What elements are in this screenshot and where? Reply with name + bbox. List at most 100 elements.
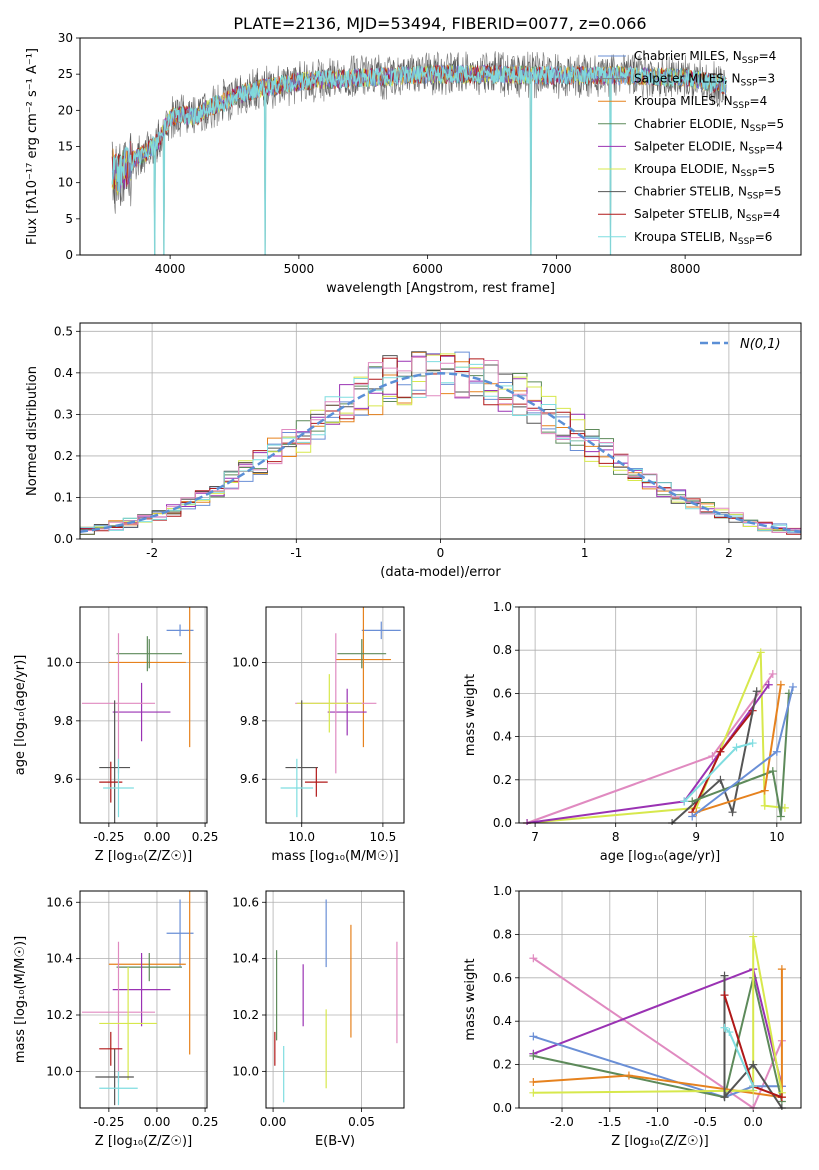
- y-tick-label: 10.0: [232, 655, 259, 669]
- x-tick-label: -2.0: [550, 1115, 573, 1129]
- x-tick-label: 7000: [541, 262, 572, 276]
- y-tick-label: 0.2: [493, 773, 512, 787]
- y-axis-label: mass weight: [463, 958, 478, 1040]
- x-tick-label: 0: [437, 546, 445, 560]
- x-tick-label: 0.25: [192, 1115, 219, 1129]
- histogram-step: [80, 356, 801, 538]
- data-point: [99, 1031, 123, 1066]
- z_age-axes: -0.25 0.00 0.25 9.6 9.8 10.0 Z [log₁₀(Z/Z☉)] ag…: [13, 607, 218, 864]
- z_weight-frame: [518, 890, 802, 1109]
- y-tick-label: 10.2: [46, 1008, 73, 1022]
- x-axis-label: Z [log₁₀(Z/Z☉)]: [611, 1134, 708, 1149]
- weight-marker: [688, 812, 697, 821]
- weight-marker: [716, 775, 725, 784]
- y-axis-label: mass [log₁₀(M/M☉)]: [13, 936, 28, 1063]
- weight-marker: [788, 682, 797, 691]
- x-tick-label: 0.0: [744, 1115, 763, 1129]
- y-tick-label: 10.4: [232, 952, 259, 966]
- legend-label: Chabrier ELODIE, NSSP=5: [634, 117, 784, 134]
- ebv_mass-plot: [274, 899, 398, 1103]
- legend-label: Kroupa STELIB, NSSP=6: [634, 230, 772, 247]
- mass_age-frame: [265, 606, 405, 824]
- x-axis-label: Z [log₁₀(Z/Z☉)]: [95, 1134, 192, 1149]
- weight-marker: [529, 1077, 538, 1086]
- x-tick-label: 2: [725, 546, 733, 560]
- data-point: [327, 688, 367, 736]
- weight-marker: [728, 808, 737, 817]
- spectrum-axes: 4000 5000 6000 7000 8000 0 5 10 15 20 25 30 waveleng…: [25, 31, 700, 296]
- y-tick-label: 20: [58, 103, 73, 117]
- weight-line: [533, 969, 783, 1099]
- y-tick-label: 10.6: [46, 895, 73, 909]
- legend-label: N(0,1): [740, 337, 781, 352]
- weight-marker: [776, 812, 785, 821]
- weight-marker: [720, 1093, 729, 1102]
- x-tick-label: 0.00: [260, 1115, 287, 1129]
- age_weight-frame: [518, 606, 802, 824]
- data-point: [280, 758, 314, 818]
- y-tick-label: 0.8: [493, 643, 512, 657]
- legend-label: Salpeter MILES, NSSP=3: [634, 72, 775, 89]
- y-tick-label: 25: [58, 67, 73, 81]
- y-tick-label: 0.6: [493, 971, 512, 985]
- weight-marker: [776, 680, 785, 689]
- weight-marker: [777, 965, 786, 974]
- weight-marker: [529, 1051, 538, 1060]
- x-tick-label: -1.5: [598, 1115, 621, 1129]
- age_weight-plot: [523, 648, 797, 825]
- residuals-frame: [79, 322, 802, 540]
- x-tick-label: 7: [531, 830, 539, 844]
- x-tick-label: 0.00: [144, 1115, 171, 1129]
- weight-marker: [708, 752, 717, 761]
- weight-marker: [772, 747, 781, 756]
- y-tick-label: 0.8: [493, 927, 512, 941]
- data-point: [335, 607, 392, 748]
- data-point: [95, 1048, 134, 1106]
- y-axis-label: Flux [fλ10⁻¹⁷ erg cm⁻² s⁻¹ A⁻¹]: [25, 48, 40, 245]
- y-tick-label: 9.8: [240, 714, 259, 728]
- y-tick-label: 0.0: [493, 1101, 512, 1115]
- x-tick-label: 10: [769, 830, 784, 844]
- data-point: [337, 639, 387, 669]
- x-axis-label: age [log₁₀(age/yr)]: [600, 849, 721, 864]
- x-axis-label: (data-model)/error: [380, 565, 501, 580]
- data-point: [166, 899, 194, 968]
- x-axis-label: Z [log₁₀(Z/Z☉)]: [95, 849, 192, 864]
- residuals-axes: -2 -1 0 1 2 0.0 0.1 0.2 0.3 0.4 0.5 (data-model)/er…: [25, 323, 801, 580]
- y-tick-label: 10.0: [46, 655, 73, 669]
- data-point: [116, 639, 182, 669]
- age_weight-axes: 7 8 9 10 0.0 0.2 0.4 0.6 0.8 1.0 age [log₁₀(age/yr…: [463, 600, 801, 864]
- residuals-plot: [80, 351, 801, 538]
- x-tick-label: 8: [612, 830, 620, 844]
- z_mass-axes: -0.25 0.00 0.25 10.0 10.2 10.4 10.6 Z [log₁₀(Z/…: [13, 891, 218, 1149]
- weight-line: [671, 691, 758, 824]
- weight-marker: [760, 786, 769, 795]
- weight-marker: [720, 971, 729, 980]
- data-point: [81, 633, 156, 774]
- data-point: [304, 767, 328, 797]
- weight-marker: [749, 1060, 758, 1069]
- x-tick-label: 1: [581, 546, 589, 560]
- data-point: [296, 674, 362, 733]
- x-tick-label: -1: [290, 546, 302, 560]
- weight-marker: [752, 687, 761, 696]
- y-tick-label: 10: [58, 176, 73, 190]
- y-tick-label: 0.1: [54, 490, 73, 504]
- data-point: [116, 953, 182, 982]
- x-tick-label: 5000: [284, 262, 315, 276]
- data-point: [285, 700, 318, 823]
- z_weight-axes: -2.0 -1.5 -1.0 -0.5 0.0 0.0 0.2 0.4 0.6 0.8 1.0 Z […: [463, 884, 801, 1149]
- weight-marker: [680, 797, 689, 806]
- y-tick-label: 9.6: [240, 772, 259, 786]
- y-tick-label: 10.0: [232, 1064, 259, 1078]
- y-tick-label: 10.0: [46, 1064, 73, 1078]
- spectrum-frame: [79, 37, 802, 256]
- x-tick-label: -2: [146, 546, 158, 560]
- x-tick-label: 10.5: [370, 830, 397, 844]
- weight-marker: [756, 648, 765, 657]
- x-tick-label: -0.5: [694, 1115, 717, 1129]
- ebv_mass-axes: 0.00 0.05 10.0 10.2 10.4 10.6 E(B-V): [232, 891, 404, 1149]
- spectrum-line: [111, 64, 727, 255]
- data-point: [103, 758, 134, 818]
